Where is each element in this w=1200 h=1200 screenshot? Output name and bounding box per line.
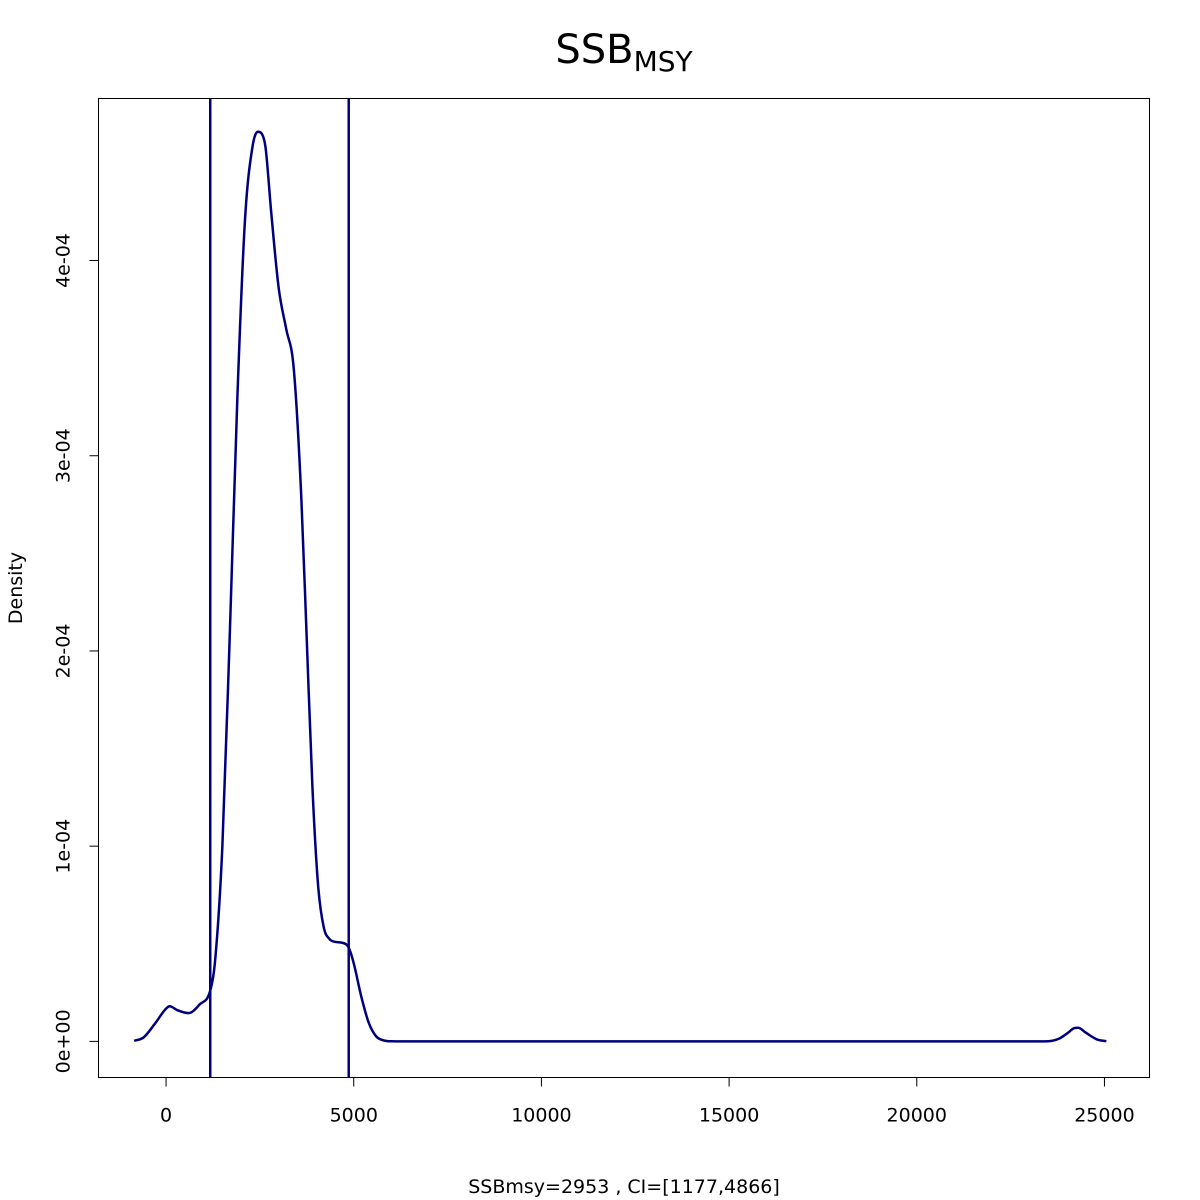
x-tick-label: 5000 (330, 1105, 378, 1127)
chart-title: SSBMSY (555, 27, 693, 78)
x-tick-label: 15000 (699, 1105, 759, 1127)
x-axis-label: SSBmsy=2953 , CI=[1177,4866] (468, 1176, 780, 1198)
y-axis-label: Density (5, 552, 27, 624)
x-tick-label: 20000 (887, 1105, 947, 1127)
chart-title-subscript: MSY (634, 45, 694, 78)
x-tick-label: 10000 (511, 1105, 571, 1127)
y-axis: 0e+00 1e-04 2e-04 3e-04 4e-04 (53, 233, 99, 1073)
chart-title-main: SSB (555, 27, 633, 73)
plot-frame (98, 98, 1150, 1078)
y-tick-label: 2e-04 (53, 624, 75, 679)
ci-lines (208, 98, 350, 1078)
y-tick-label: 4e-04 (53, 233, 75, 288)
x-tick-label: 0 (160, 1105, 172, 1127)
y-tick-label: 1e-04 (53, 819, 75, 874)
density-curve (133, 130, 1107, 1043)
y-tick-label: 3e-04 (53, 428, 75, 483)
x-axis: 0 5000 10000 15000 20000 25000 (160, 1077, 1135, 1127)
y-tick-label: 0e+00 (53, 1009, 75, 1073)
x-tick-label: 25000 (1074, 1105, 1134, 1127)
